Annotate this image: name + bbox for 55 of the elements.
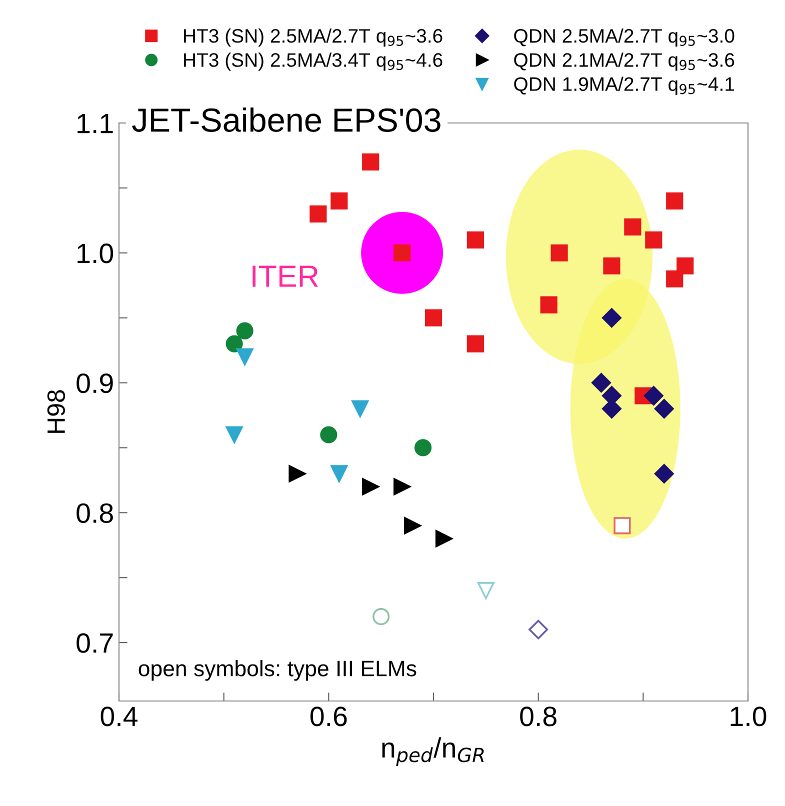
point [414,439,432,456]
point [288,465,306,482]
y-tick-label: 0.8 [76,503,113,523]
point [614,517,631,534]
point [528,620,548,640]
point [603,257,620,274]
point [666,192,684,210]
point [654,464,674,484]
point [352,400,369,418]
point [310,205,327,222]
y-axis-title: H98 [47,390,66,433]
point [236,322,254,340]
point [624,218,642,236]
point [424,309,442,326]
point [394,478,411,496]
x-tick-label: 0.6 [310,706,347,726]
y-tick-label: 0.7 [76,633,113,653]
point [362,478,380,496]
point [591,373,611,393]
point [602,308,622,328]
point [362,153,380,171]
point [404,517,422,534]
point [226,335,243,352]
point [654,399,674,418]
legend-label: HT3 (SN) 2.5MA/2.7T q$_{95}$~3.6 [184,28,442,47]
y-tick-label: 1.1 [78,114,113,134]
annotation: open symbols: type III ELMs [138,660,416,681]
point [320,426,338,444]
point [477,582,494,600]
x-axis-title: n$_{ped}$/n$_{GR}$ [382,737,484,766]
point [466,231,484,248]
x-tick-label: 0.8 [520,706,556,726]
legend-label: QDN 2.1MA/2.7T q$_{95}$~3.6 [514,52,734,71]
legend-label: QDN 1.9MA/2.7T q$_{95}$~4.1 [514,76,734,95]
legend-label: QDN 2.5MA/2.7T q$_{95}$~3.0 [514,28,734,47]
point [330,192,348,210]
annotation: ITER [252,266,318,287]
legend-label: HT3 (SN) 2.5MA/3.4T q$_{95}$~4.6 [184,52,442,71]
point [645,231,662,248]
x-tick-label: 0.4 [100,706,138,726]
y-tick-label: 1.0 [78,244,114,264]
point [666,270,684,288]
chart-title: JET-Saibene EPS'03 [132,107,440,132]
point [466,335,484,352]
point [676,257,694,274]
point [372,608,390,626]
point [236,348,254,366]
x-tick-label: 1.0 [730,706,766,726]
point [330,465,348,482]
point [644,386,664,406]
point [550,244,568,262]
y-tick-label: 0.9 [76,373,113,394]
point [435,530,453,548]
point [226,426,243,444]
point [540,296,558,314]
